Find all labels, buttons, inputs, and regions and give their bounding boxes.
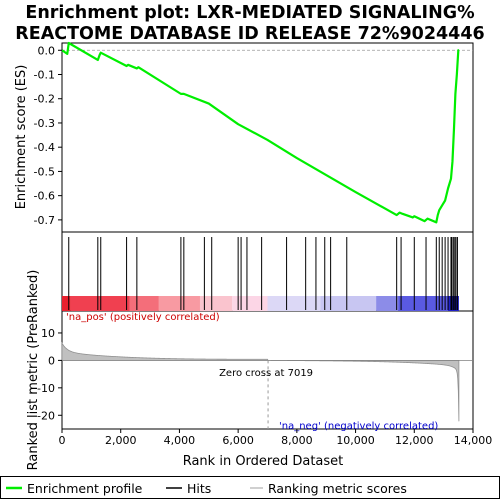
neg-annotation: 'na_neg' (negatively correlated) [279, 421, 438, 432]
metric-area-path [61, 341, 460, 422]
y-top-tick-label: -0.3 [34, 117, 55, 130]
band-segment [376, 296, 399, 311]
hit-lines [68, 237, 458, 310]
y-bottom-tick-label: 0 [48, 354, 55, 367]
zero-cross-annotation: Zero cross at 7019 [219, 368, 313, 379]
band-segment [398, 296, 449, 311]
y-bottom-tick-label: -10 [37, 382, 55, 395]
legend-metric-label: Ranking metric scores [268, 481, 407, 496]
metric-panel [61, 310, 474, 430]
pos-annotation: 'na_pos' (positively correlated) [66, 312, 220, 323]
x-tick-label: 10,000 [336, 434, 375, 447]
ranking-metric-area [61, 341, 473, 422]
band-segment [129, 296, 159, 311]
title-line-1: Enrichment plot: LXR-MEDIATED SIGNALING% [25, 3, 474, 23]
y-top-tick-label: 0.0 [38, 44, 56, 57]
y-top-tick-label: -0.1 [34, 69, 55, 82]
es-profile-layer [61, 41, 460, 224]
es-profile-line [61, 41, 460, 224]
legend-hits-label: Hits [187, 481, 211, 496]
x-axis-label: Rank in Ordered Dataset [183, 454, 344, 469]
title-line-2: REACTOME DATABASE ID RELEASE 72%9024446 [15, 24, 484, 44]
y-top-tick-label: -0.7 [34, 214, 55, 227]
band-segment [62, 296, 71, 311]
band-segment [199, 296, 233, 311]
y-bottom-tick-label: 10 [41, 327, 55, 340]
y-top-tick-label: -0.6 [34, 190, 55, 203]
y-axis-label-top: Enrichment score (ES) [14, 65, 29, 210]
x-tick-label: 12,000 [395, 434, 434, 447]
legend-profile-label: Enrichment profile [27, 481, 143, 496]
y-bottom-tick-label: -20 [37, 409, 55, 422]
band-segment [158, 296, 200, 311]
x-tick-label: 8,000 [281, 434, 313, 447]
y-top-tick-label: -0.2 [34, 93, 55, 106]
rank-color-band [62, 296, 459, 311]
y-top-tick-label: -0.5 [34, 165, 55, 178]
y-axis-label-bottom: Ranked list metric (PreRanked) [26, 270, 41, 471]
x-tick-label: 14,000 [454, 434, 493, 447]
band-segment [232, 296, 268, 311]
legend: Enrichment profile Hits Ranking metric s… [0, 476, 500, 499]
es-panel [61, 42, 474, 233]
x-tick-label: 2,000 [105, 434, 137, 447]
band-segment [267, 296, 321, 311]
x-tick-label: 6,000 [222, 434, 254, 447]
axes: 0 2,000 4,000 6,000 8,000 10,000 12,000 14,000 0… [34, 44, 493, 447]
x-tick-label: 0 [59, 434, 66, 447]
band-segment [70, 296, 130, 311]
y-top-tick-label: -0.4 [34, 141, 55, 154]
band-segment [320, 296, 377, 311]
x-tick-label: 4,000 [164, 434, 196, 447]
